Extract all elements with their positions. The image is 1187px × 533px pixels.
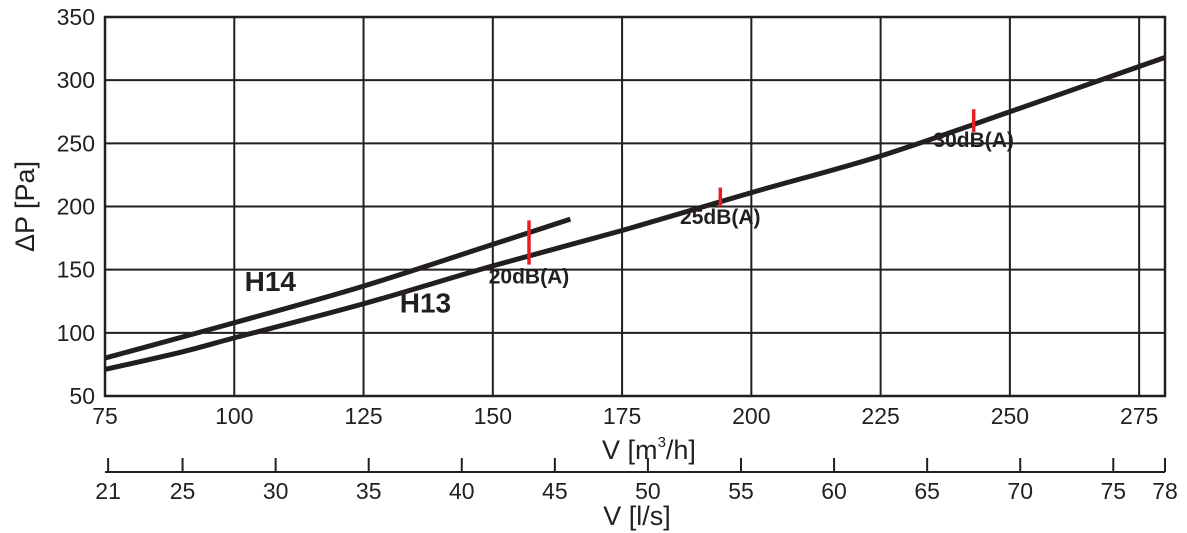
series-label-h13: H13 <box>400 288 451 319</box>
secondary-tick-label: 35 <box>356 478 382 504</box>
secondary-tick-label: 78 <box>1152 478 1178 504</box>
series-label-h14: H14 <box>245 266 297 297</box>
y-tick-label: 50 <box>69 383 95 409</box>
noise-label: 30dB(A) <box>933 129 1014 152</box>
secondary-tick-label: 65 <box>914 478 940 504</box>
secondary-axis: 21 25 30 35 40 45 50 55 60 65 70 75 78 <box>95 458 1178 504</box>
y-tick-label: 150 <box>57 257 95 283</box>
secondary-tick-label: 50 <box>635 478 661 504</box>
x-tick-label: 100 <box>215 403 253 429</box>
secondary-tick-label: 60 <box>821 478 847 504</box>
x-tick-label: 75 <box>92 403 118 429</box>
grid <box>105 16 1165 397</box>
y-tick-label: 250 <box>57 130 95 156</box>
x-axis-title-pre: V [m <box>602 435 658 465</box>
noise-label: 20dB(A) <box>489 266 570 289</box>
secondary-tick-label: 75 <box>1100 478 1126 504</box>
secondary-tick-label: 30 <box>263 478 289 504</box>
secondary-tick-label: 40 <box>449 478 475 504</box>
x-tick-label: 125 <box>344 403 382 429</box>
secondary-tick-label: 21 <box>95 478 121 504</box>
x-tick-label: 150 <box>474 403 512 429</box>
y-tick-label: 100 <box>57 320 95 346</box>
plot-border <box>103 15 1167 398</box>
x-tick-label: 175 <box>603 403 641 429</box>
plot-frame <box>103 15 1167 398</box>
x-tick-label: 275 <box>1120 403 1158 429</box>
series-line-h13 <box>105 55 1165 372</box>
secondary-tick-label: 70 <box>1007 478 1033 504</box>
secondary-tick-label: 25 <box>170 478 196 504</box>
y-tick-label: 300 <box>57 67 95 93</box>
secondary-tick-label: 45 <box>542 478 568 504</box>
y-tick-label: 350 <box>57 4 95 30</box>
x-axis-title-sup: 3 <box>658 434 666 451</box>
x-axis-title: V [m3/h] <box>602 434 696 465</box>
y-tick-labels: 50 100 150 200 250 300 350 <box>57 4 95 409</box>
x-tick-labels: 75 100 125 150 175 200 225 250 275 <box>92 403 1158 429</box>
x-tick-label: 225 <box>861 403 899 429</box>
x-tick-label: 200 <box>732 403 770 429</box>
annotations: 20dB(A) 25dB(A) 30dB(A) <box>489 109 1014 289</box>
series-line-h14 <box>105 216 572 361</box>
secondary-axis-title: V [l/s] <box>603 501 671 531</box>
x-axis-title-post: /h] <box>666 435 696 465</box>
y-axis-title: ΔP [Pa] <box>10 161 40 252</box>
curves: H14 H13 <box>105 55 1165 372</box>
y-tick-label: 200 <box>57 194 95 220</box>
x-tick-label: 250 <box>991 403 1029 429</box>
noise-label: 25dB(A) <box>680 206 761 229</box>
secondary-tick-label: 55 <box>728 478 754 504</box>
